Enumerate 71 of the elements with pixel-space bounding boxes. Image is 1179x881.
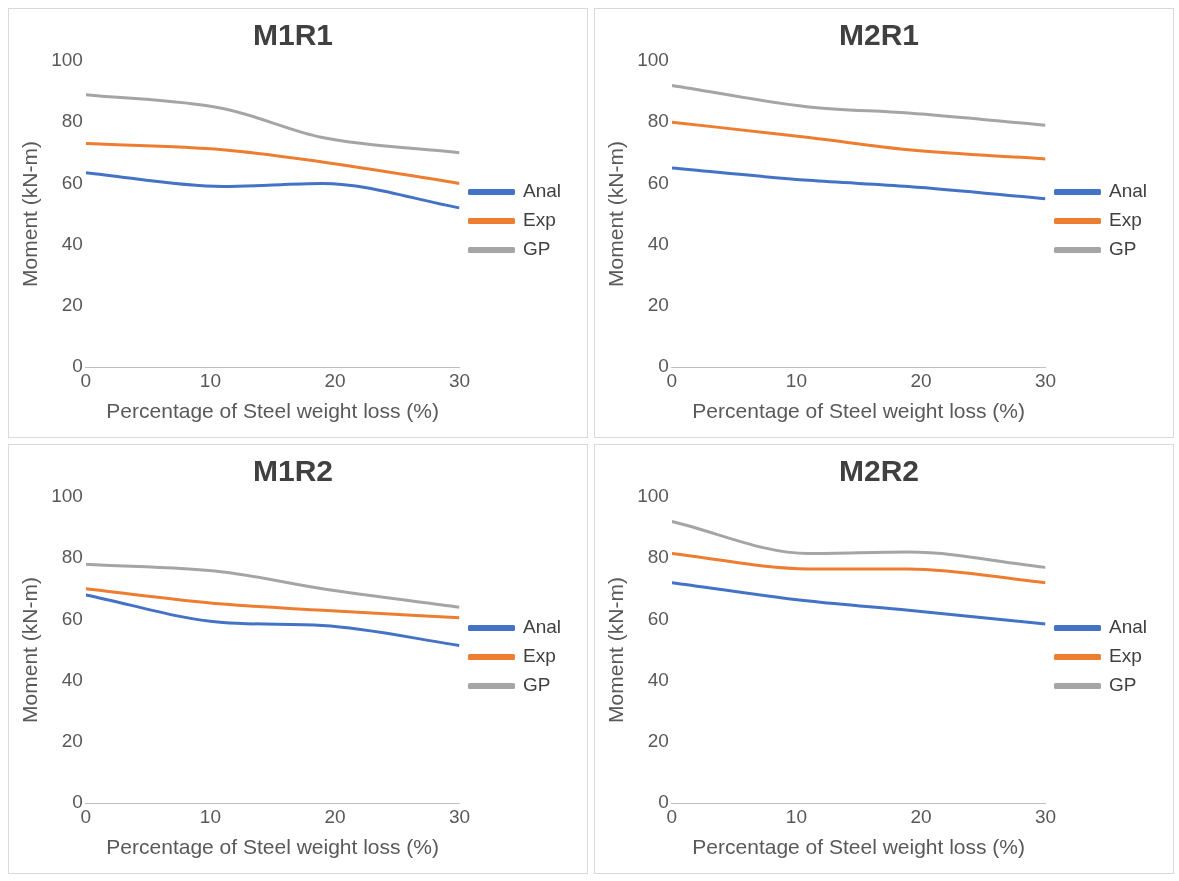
y-tick-label: 40 [647, 232, 669, 254]
y-tick-label: 40 [647, 668, 669, 690]
x-tick-label: 20 [910, 805, 932, 827]
x-tick-label: 20 [324, 369, 346, 391]
line-series [671, 120, 1046, 161]
y-tick-label: 60 [647, 171, 669, 193]
y-tick-label: 20 [647, 730, 669, 752]
y-tick-label: 80 [647, 546, 669, 568]
line-series [671, 581, 1046, 626]
y-tick-label: 80 [61, 546, 83, 568]
x-tick-label: 10 [785, 369, 807, 391]
x-tick-label: 30 [448, 369, 471, 391]
x-axis-title: Percentage of Steel weight loss (%) [106, 399, 440, 423]
line-series [671, 519, 1046, 569]
y-tick-label: 0 [72, 791, 83, 813]
chart-title: M1R2 [252, 454, 334, 488]
y-tick-label: 0 [72, 355, 83, 377]
line-series [671, 166, 1046, 201]
legend-label: Anal [1108, 616, 1147, 638]
x-axis-title: Percentage of Steel weight loss (%) [106, 835, 440, 859]
y-tick-label: 20 [61, 730, 83, 752]
line-series [85, 171, 460, 210]
line-series [671, 83, 1046, 127]
line-series [85, 93, 460, 155]
x-tick-label: 10 [199, 369, 221, 391]
legend-label: Exp [1108, 209, 1142, 231]
y-tick-label: 0 [658, 791, 669, 813]
y-tick-label: 20 [647, 294, 669, 316]
x-axis-title: Percentage of Steel weight loss (%) [692, 835, 1026, 859]
y-tick-label: 60 [61, 607, 83, 629]
legend-label: Anal [522, 616, 561, 638]
y-tick-label: 40 [61, 668, 83, 690]
y-tick-label: 100 [51, 49, 83, 71]
chart-title: M1R1 [252, 18, 334, 52]
x-tick-label: 10 [785, 805, 807, 827]
legend-label: Exp [522, 645, 556, 667]
x-tick-label: 30 [1034, 805, 1057, 827]
y-tick-label: 100 [637, 485, 669, 507]
y-tick-label: 20 [61, 294, 83, 316]
y-axis-title: Moment (kN-m) [604, 577, 628, 723]
y-tick-label: 60 [647, 607, 669, 629]
legend-label: GP [522, 238, 551, 260]
y-tick-label: 0 [658, 355, 669, 377]
x-axis-title: Percentage of Steel weight loss (%) [692, 399, 1026, 423]
x-tick-label: 10 [199, 805, 221, 827]
x-tick-label: 30 [1034, 369, 1057, 391]
y-tick-label: 40 [61, 232, 83, 254]
legend-label: GP [1108, 674, 1137, 696]
y-axis-title: Moment (kN-m) [604, 141, 628, 287]
y-tick-label: 100 [637, 49, 669, 71]
chart-title: M2R2 [838, 454, 920, 488]
y-axis-title: Moment (kN-m) [18, 141, 42, 287]
x-tick-label: 20 [910, 369, 932, 391]
legend-label: Anal [1108, 180, 1147, 202]
legend-label: GP [522, 674, 551, 696]
x-tick-label: 20 [324, 805, 346, 827]
line-series [85, 587, 460, 620]
legend-label: Exp [1108, 645, 1142, 667]
legend-label: Anal [522, 180, 561, 202]
y-tick-label: 100 [51, 485, 83, 507]
y-tick-label: 60 [61, 171, 83, 193]
legend-label: GP [1108, 238, 1137, 260]
y-tick-label: 80 [61, 110, 83, 132]
legend-label: Exp [522, 209, 556, 231]
y-tick-label: 80 [647, 110, 669, 132]
x-tick-label: 30 [448, 805, 471, 827]
line-series [85, 593, 460, 647]
y-axis-title: Moment (kN-m) [18, 577, 42, 723]
line-series [85, 142, 460, 185]
line-series [85, 562, 460, 609]
chart-title: M2R1 [838, 18, 920, 52]
